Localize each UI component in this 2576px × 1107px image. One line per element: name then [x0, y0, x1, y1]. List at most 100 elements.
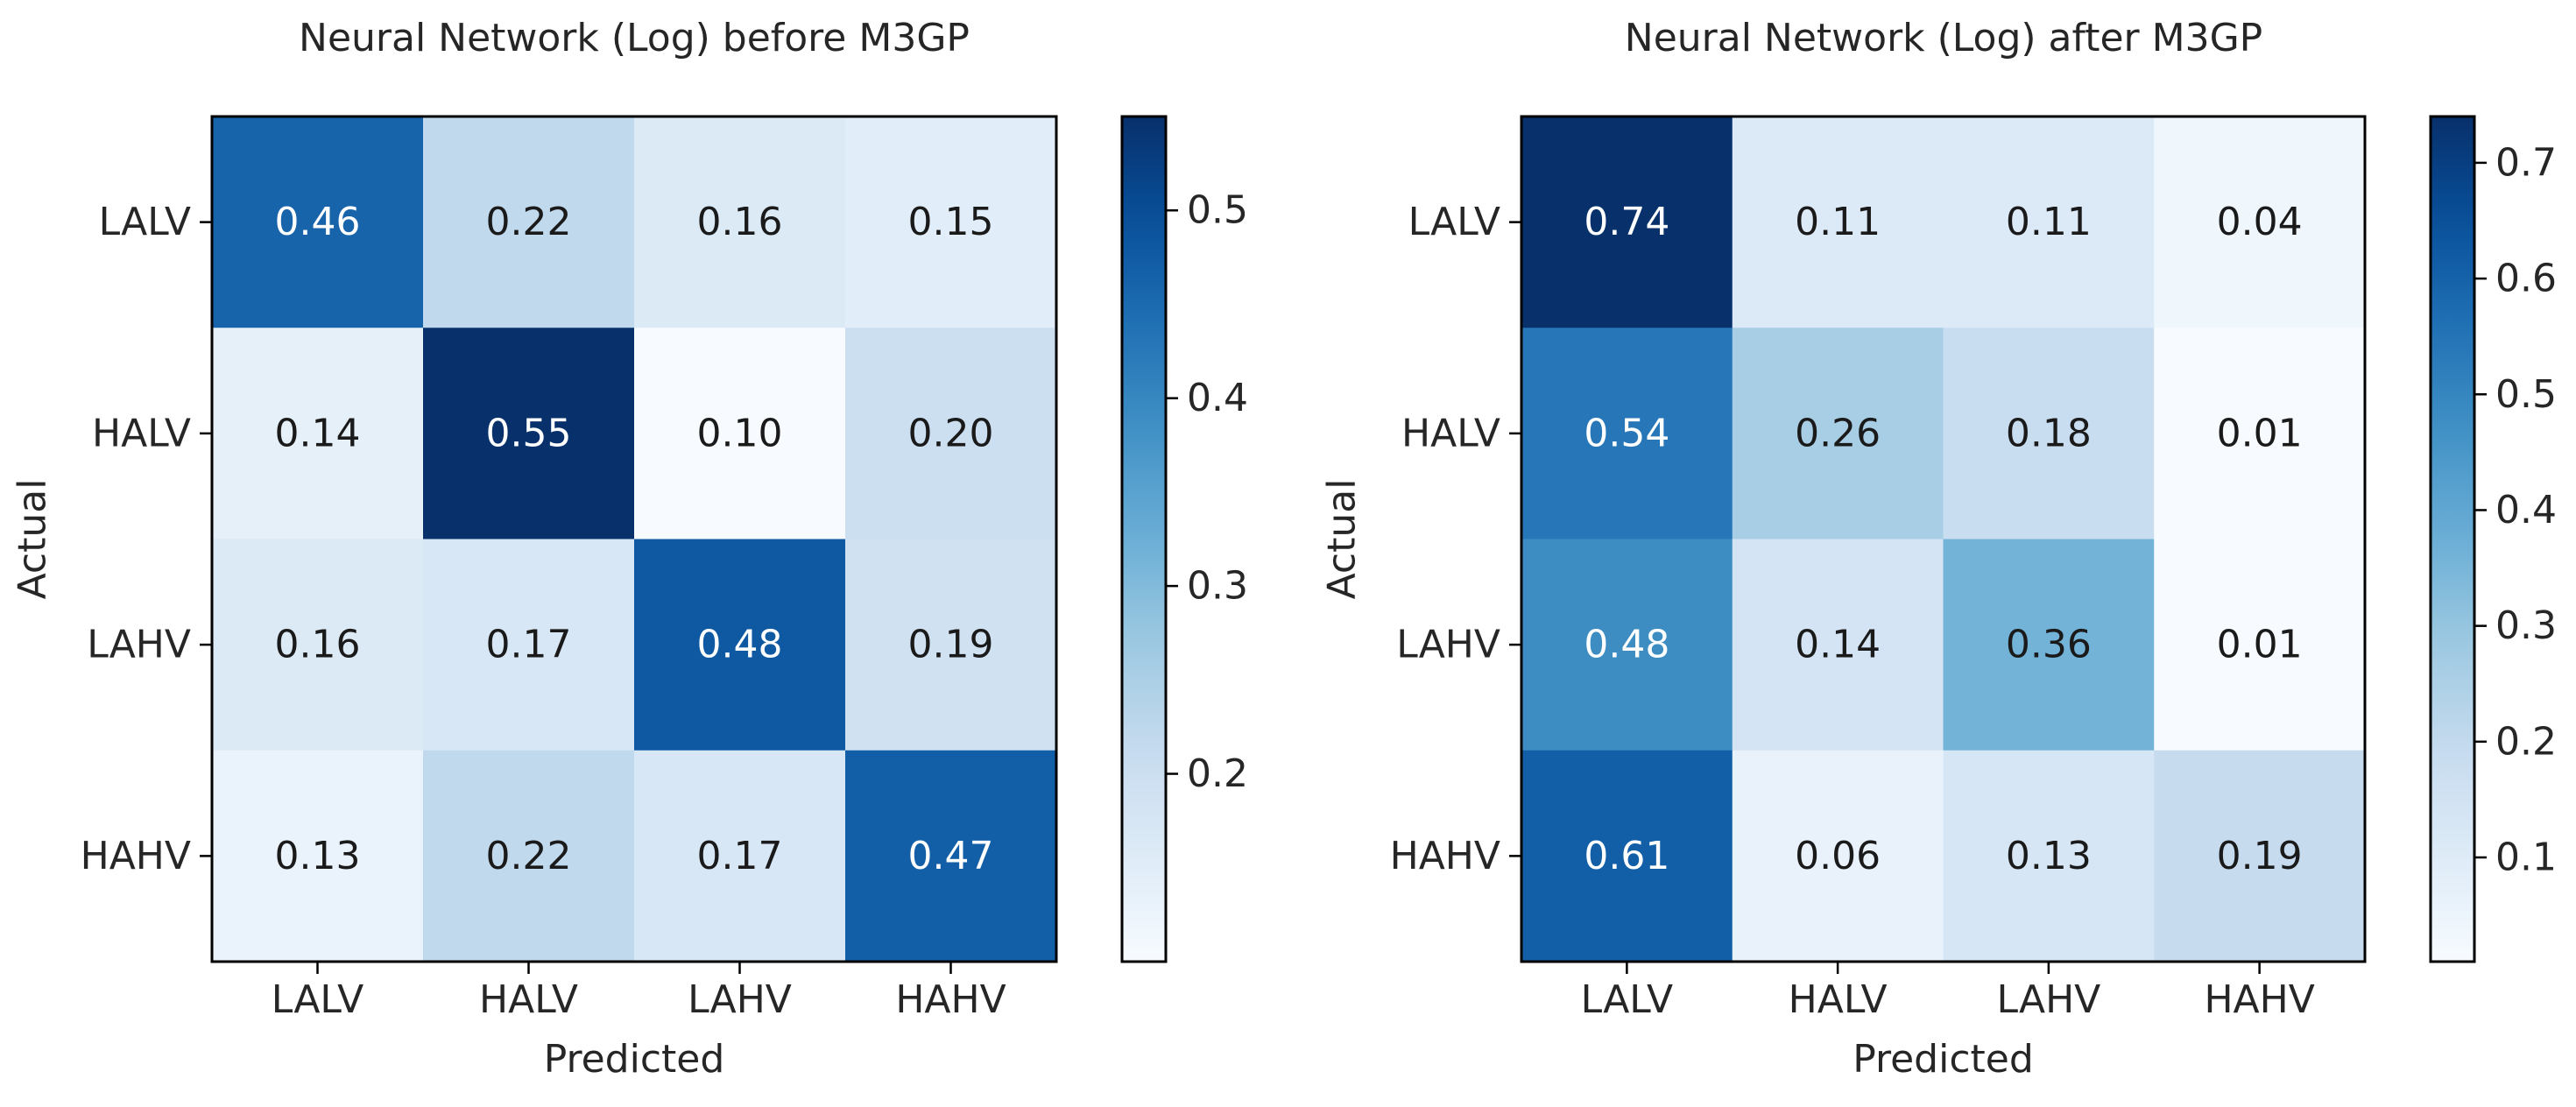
heatmap-cell — [1521, 116, 1733, 328]
heatmap-cell — [2154, 539, 2366, 751]
cell-value-label: 0.01 — [2217, 623, 2303, 667]
colorbar-tick-label: 0.4 — [2495, 488, 2557, 532]
colorbar-tick-label: 0.3 — [2495, 603, 2557, 648]
chart-title: Neural Network (Log) before M3GP — [299, 16, 970, 60]
cell-value-label: 0.15 — [908, 200, 994, 244]
cell-value-label: 0.61 — [1584, 834, 1669, 878]
heatmap-cell — [212, 328, 424, 540]
heatmap-cell — [1732, 539, 1944, 751]
heatmap-cell — [1732, 750, 1944, 962]
colorbar-tick-label: 0.5 — [1187, 188, 1248, 233]
cell-value-label: 0.26 — [1795, 411, 1881, 455]
cell-value-label: 0.22 — [486, 834, 572, 878]
y-axis-label: Actual — [1320, 479, 1365, 600]
heatmap-cell — [845, 539, 1057, 751]
heatmap-cell — [2154, 750, 2366, 962]
cell-value-label: 0.74 — [1584, 200, 1669, 244]
cell-value-label: 0.13 — [275, 834, 361, 878]
axes-frame — [1520, 115, 2367, 963]
cell-value-label: 0.16 — [275, 623, 361, 667]
chart-before-m3gp: Neural Network (Log) before M3GP 0.46 0.22… — [11, 16, 1248, 1082]
cell-value-label: 0.11 — [1795, 200, 1881, 244]
colorbar-tick-label: 0.6 — [2495, 257, 2557, 301]
cell-value-label: 0.20 — [908, 411, 994, 455]
y-tick-label: HAHV — [1390, 834, 1500, 878]
chart-title: Neural Network (Log) after M3GP — [1625, 16, 2262, 60]
y-tick-label: LAHV — [87, 623, 191, 667]
cell-value-label: 0.48 — [1584, 623, 1669, 667]
colorbar — [2429, 115, 2476, 963]
heatmap-cell — [1521, 539, 1733, 751]
chart-after-m3gp: Neural Network (Log) after M3GP 0.74 0.11 0… — [1320, 16, 2557, 1082]
cell-value-label: 0.17 — [697, 834, 783, 878]
y-tick-label: LALV — [99, 200, 191, 244]
heatmap-cell — [1943, 750, 2155, 962]
x-tick-label: LAHV — [1996, 977, 2100, 1022]
heatmap-cell — [1943, 116, 2155, 328]
heatmap-cell — [212, 750, 424, 962]
x-axis-label: Predicted — [544, 1037, 725, 1082]
heatmap-cell — [634, 328, 846, 540]
colorbar-tick-label: 0.1 — [2495, 836, 2557, 880]
y-tick-label: LAHV — [1396, 623, 1500, 667]
cell-value-label: 0.36 — [2006, 623, 2092, 667]
axes-frame — [210, 115, 1058, 963]
x-tick-label: LALV — [1581, 977, 1673, 1022]
heatmap-cell — [423, 328, 635, 540]
cell-value-label: 0.14 — [275, 411, 361, 455]
cell-value-label: 0.48 — [697, 623, 783, 667]
y-tick-label: HALV — [92, 411, 191, 455]
x-tick-label: LAHV — [688, 977, 792, 1022]
heatmap-cell — [423, 116, 635, 328]
cell-value-label: 0.18 — [2006, 411, 2092, 455]
cell-value-label: 0.10 — [697, 411, 783, 455]
cell-value-label: 0.01 — [2217, 411, 2303, 455]
heatmap-cell — [634, 539, 846, 751]
x-tick-label: HALV — [479, 977, 578, 1022]
colorbar — [1120, 115, 1168, 963]
heatmap-cell — [634, 750, 846, 962]
colorbar-tick-label: 0.5 — [2495, 372, 2557, 417]
cell-value-label: 0.06 — [1795, 834, 1881, 878]
y-axis-label: Actual — [11, 479, 55, 600]
heatmap-cell — [2154, 116, 2366, 328]
heatmap-cell — [212, 539, 424, 751]
cell-value-label: 0.17 — [486, 623, 572, 667]
x-axis-label: Predicted — [1853, 1037, 2034, 1082]
y-tick-label: HALV — [1401, 411, 1500, 455]
cell-value-label: 0.04 — [2217, 200, 2303, 244]
cell-value-label: 0.13 — [2006, 834, 2092, 878]
heatmap-cell — [845, 116, 1057, 328]
heatmap-cell — [212, 116, 424, 328]
x-tick-label: LALV — [272, 977, 363, 1022]
cell-value-label: 0.55 — [486, 411, 572, 455]
heatmap-cell — [2154, 328, 2366, 540]
colorbar-tick-label: 0.3 — [1187, 564, 1248, 609]
y-tick-label: HAHV — [81, 834, 191, 878]
heatmap-cell — [845, 328, 1057, 540]
cell-value-label: 0.22 — [486, 200, 572, 244]
cell-value-label: 0.11 — [2006, 200, 2092, 244]
x-tick-label: HALV — [1789, 977, 1888, 1022]
x-tick-label: HAHV — [2204, 977, 2314, 1022]
heatmap-cell — [423, 750, 635, 962]
x-tick-label: HAHV — [895, 977, 1006, 1022]
cell-value-label: 0.46 — [275, 200, 361, 244]
cell-value-label: 0.14 — [1795, 623, 1881, 667]
cell-value-label: 0.47 — [908, 834, 994, 878]
heatmap-cell — [423, 539, 635, 751]
heatmap-cell — [634, 116, 846, 328]
colorbar-tick-label: 0.4 — [1187, 376, 1248, 420]
cell-value-label: 0.19 — [2217, 834, 2303, 878]
y-tick-label: LALV — [1408, 200, 1500, 244]
colorbar-tick-label: 0.2 — [1187, 751, 1248, 796]
cell-value-label: 0.16 — [697, 200, 783, 244]
heatmap-cell — [1521, 328, 1733, 540]
heatmap-cell — [1943, 328, 2155, 540]
cell-value-label: 0.19 — [908, 623, 994, 667]
heatmap-cell — [1732, 116, 1944, 328]
heatmap-cell — [1943, 539, 2155, 751]
heatmap-cell — [1732, 328, 1944, 540]
heatmap-cell — [845, 750, 1057, 962]
